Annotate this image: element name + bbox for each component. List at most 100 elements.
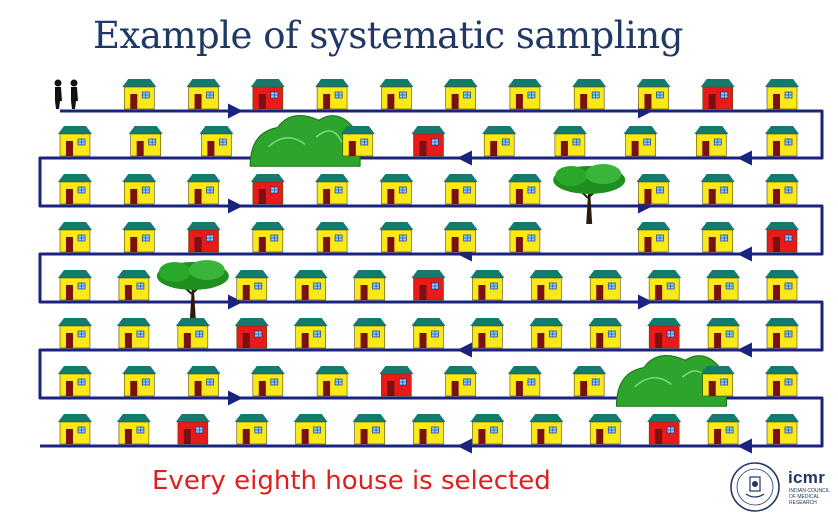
house (122, 366, 157, 397)
house (470, 414, 505, 445)
house (411, 414, 446, 445)
house (765, 366, 799, 397)
house (293, 318, 328, 349)
house (128, 126, 163, 157)
house (700, 174, 735, 205)
house (293, 414, 328, 445)
house (507, 79, 542, 110)
house (706, 318, 741, 349)
house (572, 79, 607, 110)
house (443, 79, 478, 110)
house (507, 174, 542, 205)
house (58, 414, 92, 445)
house (470, 318, 505, 349)
selected-house (379, 366, 414, 397)
house (340, 126, 375, 157)
house (529, 414, 564, 445)
house (116, 270, 151, 301)
walker-icon (54, 79, 78, 109)
house-grid (54, 79, 799, 445)
house (636, 79, 671, 110)
selected-house (250, 174, 285, 205)
house (411, 318, 446, 349)
house (482, 126, 517, 157)
house (765, 270, 799, 301)
house (443, 222, 478, 253)
house (700, 222, 735, 253)
selected-house (700, 79, 735, 110)
house (507, 222, 542, 253)
selected-house (186, 222, 221, 253)
selected-house (647, 318, 682, 349)
house (379, 174, 414, 205)
logo-brand: icmr (788, 468, 826, 487)
walking-path (38, 103, 824, 454)
house (122, 174, 157, 205)
house (293, 270, 328, 301)
house (58, 318, 92, 349)
house (315, 79, 350, 110)
bush-icon (249, 115, 361, 167)
house (186, 174, 221, 205)
house (706, 414, 741, 445)
house (647, 270, 682, 301)
selected-house (234, 318, 269, 349)
tree-icon (553, 164, 626, 224)
house (765, 414, 799, 445)
selected-house (765, 222, 799, 253)
house (58, 126, 92, 157)
house (352, 270, 387, 301)
house (552, 126, 587, 157)
house (694, 126, 729, 157)
selected-house (647, 414, 682, 445)
house (315, 222, 350, 253)
house (572, 366, 607, 397)
selected-house (411, 126, 446, 157)
house (765, 79, 799, 110)
house (379, 222, 414, 253)
house (588, 270, 623, 301)
slide-title: Example of systematic sampling (93, 14, 683, 57)
house (186, 79, 221, 110)
house (199, 126, 234, 157)
house (636, 222, 671, 253)
house (700, 366, 735, 397)
house (250, 222, 285, 253)
icmr-logo: icmr INDIAN COUNCIL OF MEDICAL RESEARCH (726, 460, 834, 514)
house (234, 414, 269, 445)
house (529, 318, 564, 349)
house (58, 270, 92, 301)
house (706, 270, 741, 301)
house (765, 318, 799, 349)
house (443, 366, 478, 397)
house (250, 366, 285, 397)
house (234, 270, 269, 301)
house (636, 174, 671, 205)
house (122, 222, 157, 253)
house (58, 174, 92, 205)
house (315, 366, 350, 397)
house (122, 79, 157, 110)
house (470, 270, 505, 301)
selected-house (175, 414, 210, 445)
house (623, 126, 658, 157)
house (352, 318, 387, 349)
selected-house (411, 270, 446, 301)
emblem-icon (730, 462, 780, 512)
house (315, 174, 350, 205)
house (529, 270, 564, 301)
house (765, 174, 799, 205)
house (58, 366, 92, 397)
house (379, 79, 414, 110)
caption: Every eighth house is selected (152, 466, 551, 496)
tree-icon (156, 260, 229, 320)
house (588, 414, 623, 445)
house (443, 174, 478, 205)
house (507, 366, 542, 397)
house (588, 318, 623, 349)
house (352, 414, 387, 445)
house (116, 414, 151, 445)
house (116, 318, 151, 349)
house (58, 222, 92, 253)
house (765, 126, 799, 157)
